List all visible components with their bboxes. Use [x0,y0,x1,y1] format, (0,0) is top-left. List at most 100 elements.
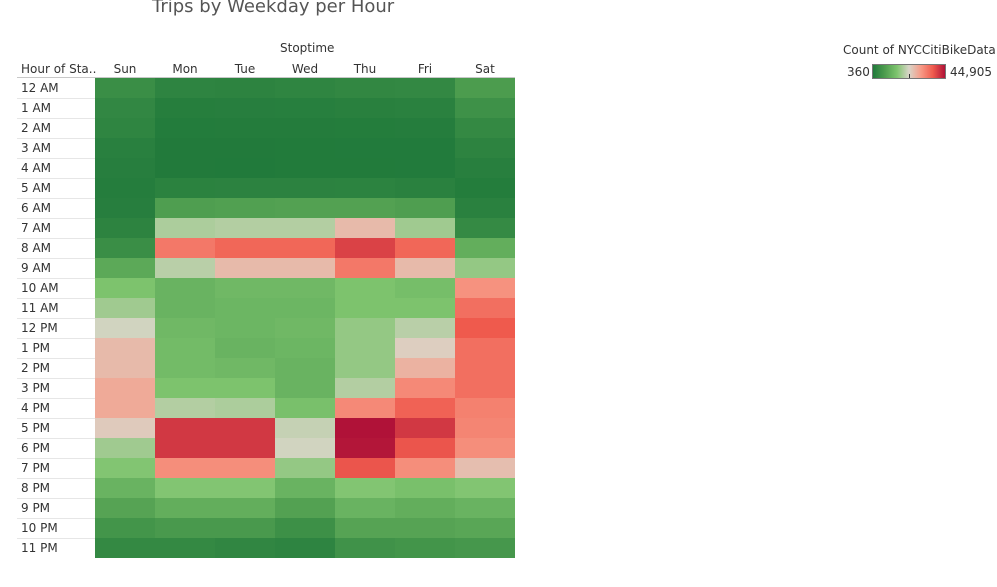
heatmap-cell[interactable] [155,418,215,438]
heatmap-cell[interactable] [395,258,455,278]
heatmap-cell[interactable] [275,318,335,338]
heatmap-cell[interactable] [275,478,335,498]
heatmap-cell[interactable] [395,478,455,498]
heatmap-cell[interactable] [215,158,275,178]
heatmap-cell[interactable] [155,518,215,538]
heatmap-cell[interactable] [395,238,455,258]
heatmap-cell[interactable] [335,78,395,98]
heatmap-cell[interactable] [95,498,155,518]
heatmap-cell[interactable] [95,418,155,438]
heatmap-cell[interactable] [455,138,515,158]
heatmap-cell[interactable] [275,358,335,378]
heatmap-cell[interactable] [395,138,455,158]
heatmap-cell[interactable] [155,498,215,518]
heatmap-cell[interactable] [395,458,455,478]
heatmap-cell[interactable] [275,198,335,218]
row-axis-header[interactable]: Hour of Sta.. [21,62,97,76]
heatmap-cell[interactable] [215,418,275,438]
heatmap-cell[interactable] [215,298,275,318]
heatmap-cell[interactable] [455,378,515,398]
heatmap-cell[interactable] [215,538,275,558]
heatmap-cell[interactable] [335,458,395,478]
heatmap-cell[interactable] [455,338,515,358]
heatmap-cell[interactable] [155,298,215,318]
heatmap-cell[interactable] [335,358,395,378]
heatmap-cell[interactable] [215,518,275,538]
heatmap-cell[interactable] [275,98,335,118]
heatmap-cell[interactable] [395,218,455,238]
heatmap-cell[interactable] [455,318,515,338]
heatmap-cell[interactable] [455,118,515,138]
heatmap-cell[interactable] [455,298,515,318]
heatmap-cell[interactable] [275,538,335,558]
heatmap-cell[interactable] [455,518,515,538]
heatmap-cell[interactable] [155,538,215,558]
heatmap-cell[interactable] [335,418,395,438]
heatmap-cell[interactable] [335,438,395,458]
heatmap-cell[interactable] [275,518,335,538]
heatmap-cell[interactable] [335,338,395,358]
heatmap-cell[interactable] [335,158,395,178]
heatmap-cell[interactable] [95,518,155,538]
heatmap-cell[interactable] [335,218,395,238]
heatmap-cell[interactable] [95,218,155,238]
heatmap-cell[interactable] [455,438,515,458]
heatmap-cell[interactable] [275,458,335,478]
heatmap-cell[interactable] [215,458,275,478]
heatmap-cell[interactable] [155,158,215,178]
heatmap-cell[interactable] [395,438,455,458]
heatmap-cell[interactable] [95,478,155,498]
heatmap-cell[interactable] [455,358,515,378]
heatmap-cell[interactable] [395,498,455,518]
heatmap-cell[interactable] [275,398,335,418]
heatmap-cell[interactable] [455,538,515,558]
heatmap-cell[interactable] [395,158,455,178]
heatmap-cell[interactable] [395,398,455,418]
heatmap-cell[interactable] [155,318,215,338]
heatmap-cell[interactable] [215,498,275,518]
heatmap-cell[interactable] [395,358,455,378]
heatmap-cell[interactable] [215,118,275,138]
heatmap-cell[interactable] [395,278,455,298]
heatmap-cell[interactable] [335,298,395,318]
heatmap-cell[interactable] [155,338,215,358]
heatmap-cell[interactable] [335,318,395,338]
heatmap-cell[interactable] [395,78,455,98]
heatmap-cell[interactable] [155,138,215,158]
heatmap-cell[interactable] [455,158,515,178]
heatmap-cell[interactable] [395,178,455,198]
heatmap-cell[interactable] [275,338,335,358]
heatmap-cell[interactable] [455,238,515,258]
heatmap-cell[interactable] [215,278,275,298]
heatmap-cell[interactable] [335,478,395,498]
heatmap-cell[interactable] [95,278,155,298]
heatmap-cell[interactable] [455,78,515,98]
heatmap-cell[interactable] [95,358,155,378]
heatmap-cell[interactable] [335,198,395,218]
heatmap-cell[interactable] [395,198,455,218]
heatmap-cell[interactable] [335,378,395,398]
heatmap-cell[interactable] [95,298,155,318]
heatmap-cell[interactable] [215,478,275,498]
heatmap-cell[interactable] [155,178,215,198]
heatmap-cell[interactable] [335,178,395,198]
heatmap-cell[interactable] [215,258,275,278]
heatmap-cell[interactable] [155,278,215,298]
heatmap-cell[interactable] [275,138,335,158]
heatmap-cell[interactable] [275,498,335,518]
heatmap-cell[interactable] [335,118,395,138]
heatmap-cell[interactable] [395,418,455,438]
heatmap-cell[interactable] [335,138,395,158]
heatmap-cell[interactable] [95,258,155,278]
heatmap-cell[interactable] [155,78,215,98]
heatmap-cell[interactable] [95,398,155,418]
heatmap-cell[interactable] [215,198,275,218]
heatmap-cell[interactable] [155,478,215,498]
heatmap-cell[interactable] [155,98,215,118]
heatmap-cell[interactable] [455,198,515,218]
heatmap-cell[interactable] [95,158,155,178]
heatmap-cell[interactable] [275,298,335,318]
heatmap-cell[interactable] [95,118,155,138]
heatmap-cell[interactable] [215,338,275,358]
heatmap-cell[interactable] [215,358,275,378]
